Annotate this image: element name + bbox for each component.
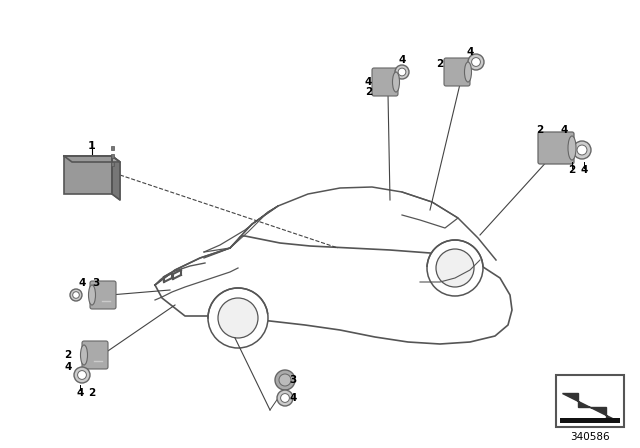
Circle shape [275, 370, 295, 390]
Polygon shape [562, 393, 618, 421]
Circle shape [74, 367, 90, 383]
Text: 2: 2 [365, 87, 372, 97]
FancyBboxPatch shape [538, 132, 574, 164]
Text: 2: 2 [88, 388, 95, 398]
Bar [560, 418, 620, 423]
Circle shape [398, 68, 406, 76]
Bar [111, 146, 114, 150]
Text: 2: 2 [568, 165, 575, 175]
FancyBboxPatch shape [444, 58, 470, 86]
Text: 2: 2 [65, 350, 72, 360]
Text: 2: 2 [436, 59, 444, 69]
Ellipse shape [568, 136, 576, 160]
Text: 4: 4 [64, 362, 72, 372]
Circle shape [577, 145, 587, 155]
Circle shape [427, 240, 483, 296]
Circle shape [218, 298, 258, 338]
Circle shape [279, 374, 291, 386]
Circle shape [208, 288, 268, 348]
Bar [111, 162, 114, 166]
Bar [556, 375, 624, 427]
Circle shape [468, 54, 484, 70]
Circle shape [77, 370, 86, 379]
Circle shape [277, 390, 293, 406]
Text: 4: 4 [580, 165, 588, 175]
Ellipse shape [465, 62, 472, 82]
Polygon shape [64, 156, 120, 162]
Text: 4: 4 [289, 393, 296, 403]
Polygon shape [112, 156, 120, 200]
Text: 340586: 340586 [570, 432, 610, 442]
Text: 2: 2 [536, 125, 543, 135]
Circle shape [70, 289, 82, 301]
Bar [64, 156, 112, 194]
Text: 4: 4 [78, 278, 86, 288]
Text: 3: 3 [289, 375, 296, 385]
Circle shape [472, 58, 481, 66]
FancyBboxPatch shape [82, 341, 108, 369]
Circle shape [573, 141, 591, 159]
FancyBboxPatch shape [372, 68, 398, 96]
Circle shape [280, 394, 289, 402]
Text: 4: 4 [398, 55, 406, 65]
Ellipse shape [392, 72, 399, 92]
Text: 4: 4 [467, 47, 474, 57]
FancyBboxPatch shape [90, 281, 116, 309]
Circle shape [436, 249, 474, 287]
Text: 3: 3 [92, 278, 100, 288]
Text: 4: 4 [560, 125, 568, 135]
Ellipse shape [88, 285, 95, 305]
Ellipse shape [81, 345, 88, 365]
Text: 1: 1 [88, 141, 96, 151]
Circle shape [73, 292, 79, 298]
Text: 4: 4 [76, 388, 84, 398]
Bar [111, 154, 114, 158]
Text: 4: 4 [365, 77, 372, 87]
Circle shape [395, 65, 409, 79]
